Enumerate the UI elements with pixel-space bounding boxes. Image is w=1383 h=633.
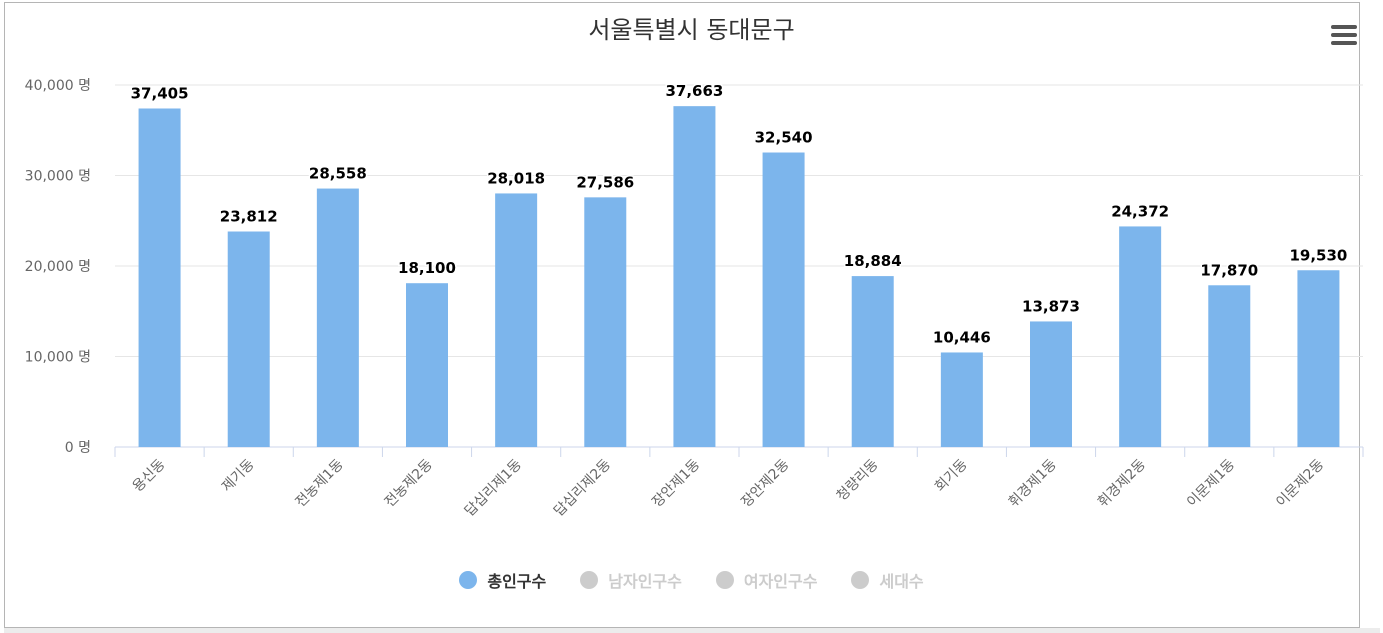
legend-label: 여자인구수 xyxy=(743,572,818,591)
bar xyxy=(673,106,716,448)
bar xyxy=(1297,270,1340,447)
x-tick-label: 용신동 xyxy=(130,456,169,495)
x-tick-label: 전농제1동 xyxy=(293,456,347,510)
data-label: 37,405 xyxy=(131,84,189,102)
x-tick-label: 이문제2동 xyxy=(1273,456,1327,510)
bar xyxy=(584,197,627,447)
data-label: 32,540 xyxy=(755,129,813,147)
legend-item[interactable]: 총인구수 xyxy=(459,568,546,592)
bar xyxy=(940,352,983,447)
x-tick-label: 휘경제1동 xyxy=(1006,456,1060,510)
legend-dot-icon xyxy=(459,571,478,589)
legend-item[interactable]: 남자인구수 xyxy=(580,568,682,592)
x-tick-label: 답십리제2동 xyxy=(551,456,614,519)
legend-item[interactable]: 여자인구수 xyxy=(715,568,818,592)
bottom-strip xyxy=(4,628,1380,633)
bar xyxy=(138,108,181,448)
chart-legend: 총인구수 남자인구수 여자인구수 세대수 xyxy=(0,568,1383,592)
data-label: 28,558 xyxy=(309,165,367,183)
bar xyxy=(1119,226,1162,447)
data-label: 37,663 xyxy=(665,82,723,100)
data-label: 19,530 xyxy=(1289,246,1347,264)
y-tick-label: 20,000 명 xyxy=(25,259,91,275)
data-label: 18,884 xyxy=(844,252,902,270)
data-label: 17,870 xyxy=(1200,261,1258,279)
bar xyxy=(227,231,270,447)
bar xyxy=(406,283,448,447)
data-label: 23,812 xyxy=(220,208,278,226)
data-label: 10,446 xyxy=(933,328,991,346)
legend-dot-icon xyxy=(715,571,734,589)
legend-label: 총인구수 xyxy=(487,572,547,591)
data-label: 27,586 xyxy=(576,173,634,191)
y-tick-label: 30,000 명 xyxy=(25,169,91,185)
x-tick-label: 회기동 xyxy=(932,456,971,495)
x-tick-label: 전농제2동 xyxy=(382,456,436,510)
legend-label: 세대수 xyxy=(879,572,924,591)
y-tick-label: 10,000 명 xyxy=(25,350,91,366)
x-tick-label: 이문제1동 xyxy=(1184,456,1238,510)
bar xyxy=(851,276,894,447)
x-tick-label: 청량리동 xyxy=(834,456,882,504)
bar xyxy=(316,188,359,447)
data-label: 28,018 xyxy=(487,169,545,187)
legend-label: 남자인구수 xyxy=(608,572,682,591)
bar xyxy=(1030,321,1072,447)
y-tick-label: 0 명 xyxy=(65,440,91,456)
x-tick-label: 제기동 xyxy=(219,456,258,495)
legend-dot-icon xyxy=(851,571,870,589)
y-tick-label: 40,000 명 xyxy=(25,78,91,94)
chart-title: 서울특별시 동대문구 xyxy=(588,16,795,44)
data-label: 24,372 xyxy=(1111,202,1169,220)
hamburger-menu-icon[interactable] xyxy=(1331,25,1359,49)
x-tick-label: 장안제2동 xyxy=(738,456,792,510)
x-tick-label: 답십리제1동 xyxy=(462,456,525,519)
bar xyxy=(762,152,805,447)
legend-dot-icon xyxy=(580,571,599,589)
x-tick-label: 장안제1동 xyxy=(649,456,703,510)
data-label: 13,873 xyxy=(1022,297,1080,315)
x-tick-label: 휘경제2동 xyxy=(1095,456,1149,510)
bar xyxy=(495,193,538,447)
bar xyxy=(1208,285,1251,447)
data-label: 18,100 xyxy=(398,259,456,277)
legend-item[interactable]: 세대수 xyxy=(851,568,924,592)
